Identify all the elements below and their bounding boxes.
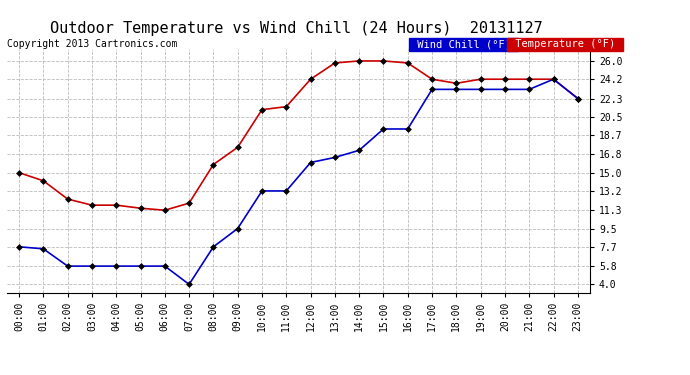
Text: Outdoor Temperature vs Wind Chill (24 Hours)  20131127: Outdoor Temperature vs Wind Chill (24 Ho… [50, 21, 543, 36]
Text: Temperature (°F): Temperature (°F) [509, 39, 621, 50]
Text: Copyright 2013 Cartronics.com: Copyright 2013 Cartronics.com [7, 39, 177, 50]
Text: Wind Chill (°F): Wind Chill (°F) [411, 39, 517, 50]
